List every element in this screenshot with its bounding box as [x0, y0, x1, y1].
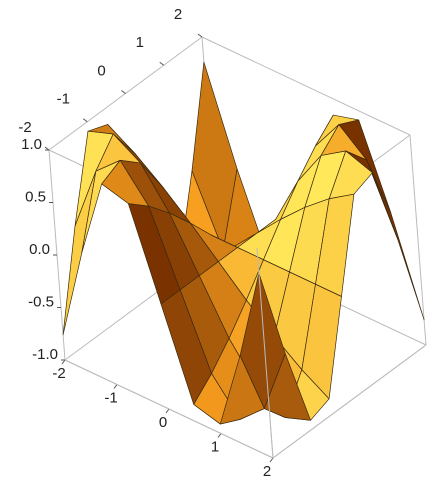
surface-patch — [239, 272, 286, 409]
box-edge — [201, 36, 411, 136]
y-tick — [159, 61, 165, 66]
x-tick-label: -1 — [104, 389, 117, 406]
surface-patch — [366, 159, 425, 321]
y-tick — [121, 90, 126, 94]
box-edge — [256, 247, 274, 459]
x-tick — [269, 457, 274, 463]
z-tick-label: 0.0 — [29, 241, 50, 258]
z-tick-label: -1.0 — [32, 346, 58, 363]
x-tick — [217, 433, 222, 438]
x-tick — [113, 384, 118, 389]
z-tick-label: 0.5 — [25, 188, 46, 205]
x-tick-label: 1 — [211, 438, 219, 455]
x-tick — [61, 359, 66, 365]
box-edge — [272, 344, 427, 459]
box-edge — [409, 134, 427, 346]
y-tick-label: 2 — [174, 6, 182, 23]
x-tick-label: 2 — [263, 463, 271, 480]
x-tick-label: 0 — [159, 414, 167, 431]
box-edge — [64, 359, 274, 459]
y-tick — [197, 33, 203, 38]
x-tick-label: -2 — [52, 365, 65, 382]
z-tick-label: -0.5 — [28, 293, 54, 310]
y-tick-label: -2 — [18, 119, 31, 136]
y-tick-label: 0 — [97, 62, 105, 79]
y-tick — [82, 118, 88, 123]
z-tick-label: 1.0 — [21, 136, 42, 153]
y-tick-label: 1 — [136, 34, 144, 51]
x-tick — [165, 408, 170, 414]
y-tick-label: -1 — [57, 91, 70, 108]
